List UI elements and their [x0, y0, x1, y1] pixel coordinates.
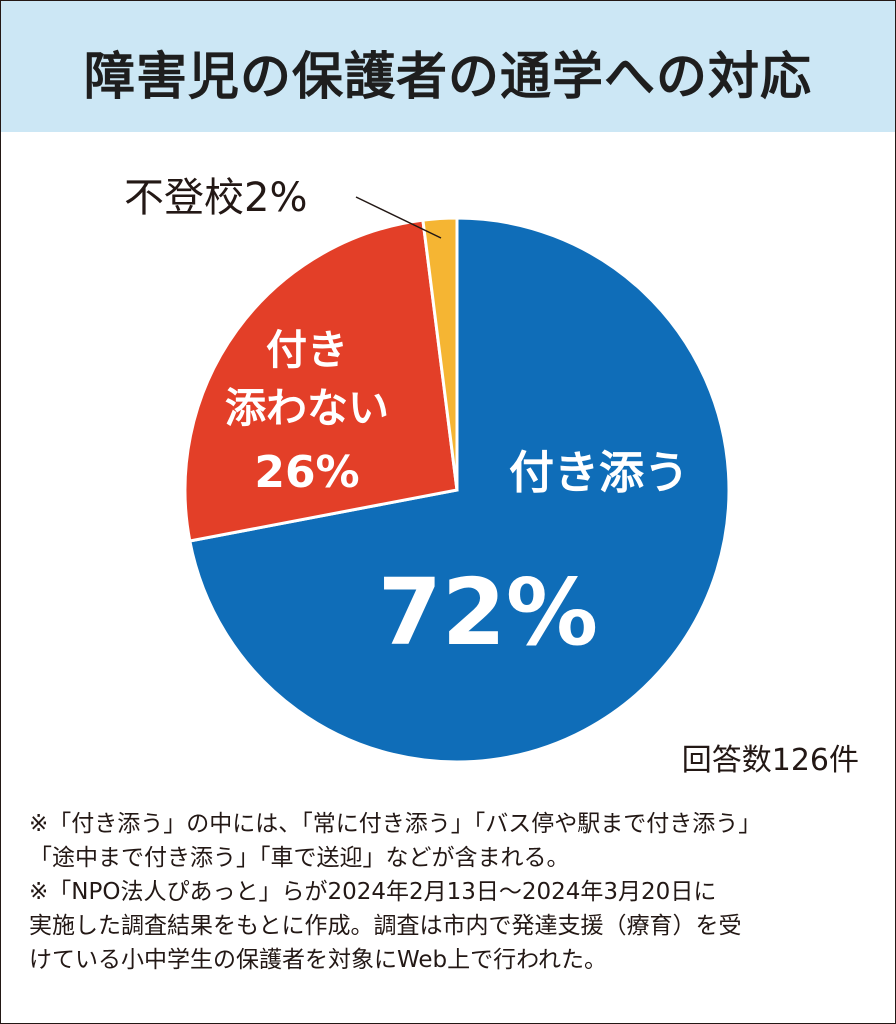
title-bar: 障害児の保護者の通学への対応 [1, 1, 895, 132]
pie-chart: 付き添う 72% 付き 添わない 26% 不登校2% [124, 175, 731, 764]
footnote-line: けている小中学生の保護者を対象にWeb上で行われた。 [29, 947, 607, 973]
response-count: 回答数126件 [681, 743, 859, 778]
pie-slice-truancy [421, 216, 459, 491]
footnote-line: ※「付き添う」の中には、「常に付き添う」「バス停や駅まで付き添う」 [29, 811, 762, 837]
leader-line [355, 196, 442, 239]
footnotes: ※「付き添う」の中には、「常に付き添う」「バス停や駅まで付き添う」 「途中まで付… [29, 807, 879, 977]
pie-slice-not-attend [183, 218, 459, 543]
footnote-line: 「途中まで付き添う」「車で送迎」などが含まれる。 [29, 845, 570, 871]
chart-title: 障害児の保護者の通学への対応 [83, 48, 812, 107]
slice-value-not-attend: 26% [254, 447, 359, 498]
footnote-line: ※「NPO法人ぴあっと」らが2024年2月13日～2024年3月20日に [29, 879, 717, 905]
slice-label-attend: 付き添う [509, 446, 689, 499]
pie-slices [183, 216, 731, 764]
slice-label-truancy: 不登校2% [124, 175, 307, 221]
footnote-line: 実施した調査結果をもとに作成。調査は市内で発達支援（療育）を受 [29, 913, 742, 939]
slice-value-attend: 72% [378, 559, 598, 666]
slice-label-not-attend-line2: 添わない [225, 384, 389, 432]
pie-slice-attend [188, 216, 731, 764]
slice-label-not-attend-line1: 付き [266, 326, 348, 374]
